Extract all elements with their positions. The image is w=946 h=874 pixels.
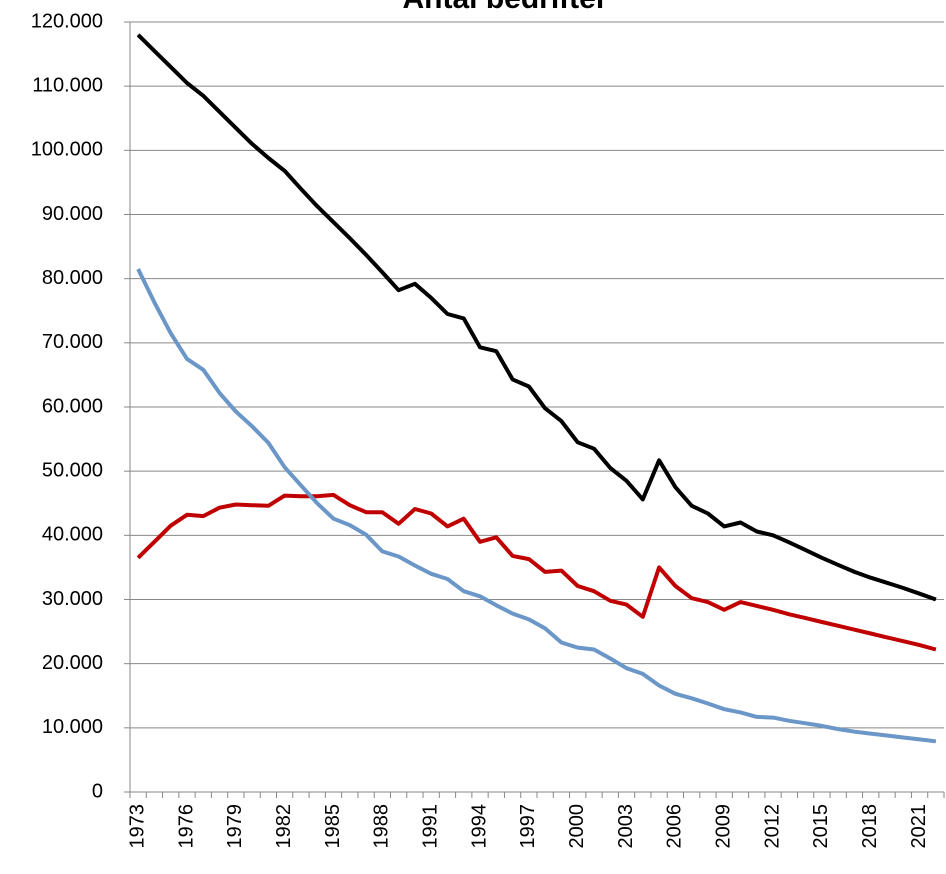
x-tick-label: 1991 (419, 804, 441, 849)
x-tick-label: 1997 (517, 804, 539, 849)
x-tick-label: 1979 (224, 804, 246, 849)
x-tick-label: 2012 (761, 804, 783, 849)
y-tick-label: 30.000 (42, 588, 103, 610)
x-tick-label: 2003 (615, 804, 637, 849)
y-tick-label: 10.000 (42, 716, 103, 738)
x-tick-label: 2021 (908, 804, 930, 849)
x-tick-label: 2000 (566, 804, 588, 849)
series-line (136, 492, 937, 652)
chart-title: Antal bedrifter (402, 0, 607, 15)
x-tick-label: 2006 (664, 804, 686, 849)
y-tick-label: 60.000 (42, 395, 103, 417)
x-tick-label: 2009 (713, 804, 735, 849)
y-tick-label: 120.000 (31, 10, 103, 32)
y-tick-label: 90.000 (42, 203, 103, 225)
series-line (136, 33, 937, 602)
y-tick-label: 100.000 (31, 139, 103, 161)
y-tick-label: 80.000 (42, 267, 103, 289)
x-tick-label: 1982 (273, 804, 295, 849)
x-tick-label: 1985 (322, 804, 344, 849)
y-tick-label: 40.000 (42, 524, 103, 546)
x-tick-label: 1988 (371, 804, 393, 849)
x-tick-label: 1994 (468, 804, 490, 849)
x-tick-label: 1976 (175, 804, 197, 849)
y-tick-label: 110.000 (32, 74, 103, 96)
x-tick-label: 2018 (859, 804, 881, 849)
y-tick-label: 70.000 (42, 331, 103, 353)
x-tick-label: 2015 (810, 804, 832, 849)
y-tick-label: 0 (92, 780, 103, 802)
x-tick-label: 1973 (126, 804, 148, 849)
series-line (136, 268, 937, 744)
y-tick-label: 20.000 (42, 652, 103, 674)
y-tick-label: 50.000 (42, 459, 103, 481)
